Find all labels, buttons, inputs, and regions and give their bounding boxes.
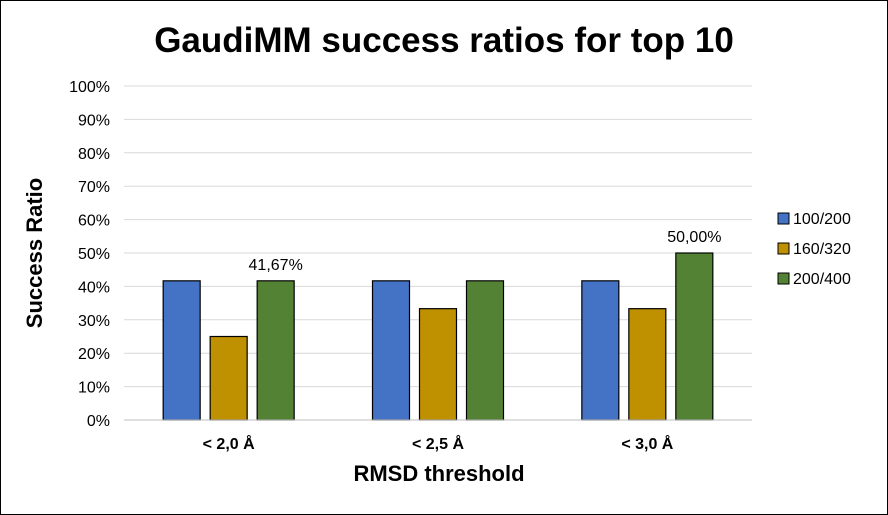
data-label: 41,67% — [249, 257, 303, 274]
y-tick-label: 0% — [87, 413, 110, 430]
chart-title: GaudiMM success ratios for top 10 — [154, 21, 734, 60]
legend-label: 100/200 — [793, 211, 851, 228]
legend-label: 160/320 — [793, 241, 851, 258]
legend-label: 200/400 — [793, 271, 851, 288]
legend-swatch — [777, 272, 790, 285]
x-axis-categories: < 2,0 Å < 2,5 Å < 3,0 Å — [203, 434, 674, 453]
y-axis-ticks: 0% 10% 20% 30% 40% 50% 60% 70% 80% 90% 100% — [69, 79, 110, 430]
y-tick-label: 20% — [78, 346, 110, 363]
legend-swatch — [777, 212, 790, 225]
data-labels: 41,67% 50,00% — [249, 229, 722, 274]
y-tick-label: 70% — [78, 179, 110, 196]
bars — [162, 252, 714, 421]
bar-200-400-cat-1 — [465, 280, 505, 421]
bar-200-400-cat-0 — [256, 280, 295, 421]
y-tick-label: 10% — [78, 380, 110, 397]
bar-100-200-cat-1 — [371, 280, 411, 421]
y-tick-label: 100% — [69, 79, 110, 96]
y-tick-label: 90% — [78, 112, 110, 129]
bar-160-320-cat-1 — [418, 308, 458, 421]
y-tick-label: 30% — [78, 313, 110, 330]
bar-160-320-cat-0 — [209, 335, 248, 421]
bar-100-200-cat-2 — [581, 280, 620, 421]
x-category-label: < 2,5 Å — [412, 434, 464, 453]
y-tick-label: 60% — [78, 213, 110, 230]
bar-200-400-cat-2 — [675, 252, 714, 421]
x-axis-title: RMSD threshold — [353, 461, 524, 486]
y-tick-label: 80% — [78, 146, 110, 163]
y-tick-label: 50% — [78, 246, 110, 263]
bar-160-320-cat-2 — [628, 308, 667, 421]
y-axis-title: Success Ratio — [22, 178, 47, 328]
data-label: 50,00% — [667, 229, 721, 246]
x-category-label: < 2,0 Å — [203, 434, 255, 453]
legend-swatch — [777, 242, 790, 255]
x-category-label: < 3,0 Å — [621, 434, 673, 453]
legend: 100/200 160/320 200/400 — [777, 211, 851, 288]
bar-100-200-cat-0 — [162, 280, 201, 421]
y-tick-label: 40% — [78, 279, 110, 296]
